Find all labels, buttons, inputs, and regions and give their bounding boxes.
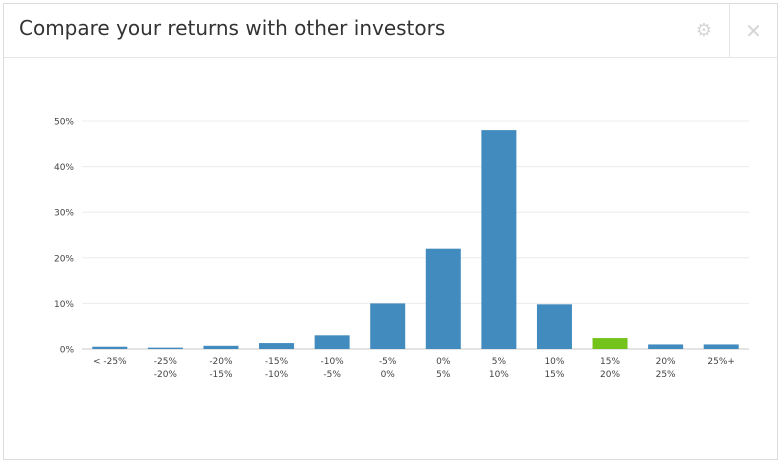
x-tick-label: 20% xyxy=(600,370,620,380)
bar xyxy=(648,344,684,349)
y-tick-label: 10% xyxy=(54,300,74,310)
x-tick-label: 10% xyxy=(489,370,509,380)
y-tick-label: 20% xyxy=(54,254,74,264)
bar xyxy=(481,130,517,349)
y-tick-label: 50% xyxy=(54,118,74,128)
bar xyxy=(259,343,295,349)
x-tick-label: 25%+ xyxy=(707,357,735,367)
x-tick-label: < -25% xyxy=(93,357,127,367)
y-tick-label: 30% xyxy=(54,209,74,219)
x-tick-label: -15% xyxy=(265,357,289,367)
x-tick-label: -15% xyxy=(209,370,233,380)
bar xyxy=(147,347,183,349)
x-tick-label: -20% xyxy=(209,357,233,367)
x-tick-label: 5% xyxy=(492,357,507,367)
bar xyxy=(425,248,461,349)
x-tick-label: 0% xyxy=(381,370,396,380)
close-button[interactable]: ✕ xyxy=(729,4,777,57)
y-tick-label: 40% xyxy=(54,163,74,173)
x-tick-label: 5% xyxy=(436,370,451,380)
x-tick-label: 10% xyxy=(544,357,564,367)
bar xyxy=(314,335,350,349)
x-tick-label: 25% xyxy=(656,370,676,380)
dialog-header: Compare your returns with other investor… xyxy=(4,4,777,58)
x-tick-label: -10% xyxy=(320,357,344,367)
x-tick-label: -5% xyxy=(323,370,341,380)
bar xyxy=(536,304,572,349)
bar xyxy=(203,345,239,349)
returns-histogram: 0% 10% 20% 30% 40% 50% < -25% -25% -20% -20% -15% -… xyxy=(54,118,749,380)
y-tick-label: 0% xyxy=(60,346,75,356)
bar xyxy=(370,303,406,349)
x-tick-label: -20% xyxy=(154,370,178,380)
x-tick-label: -25% xyxy=(154,357,178,367)
close-icon: ✕ xyxy=(745,18,762,43)
settings-button[interactable]: ⚙ xyxy=(680,4,728,57)
bar xyxy=(92,346,128,349)
x-tick-label: 15% xyxy=(600,357,620,367)
x-tick-label: -10% xyxy=(265,370,289,380)
returns-dialog: Compare your returns with other investor… xyxy=(3,3,778,460)
x-tick-label: 15% xyxy=(544,370,564,380)
bar xyxy=(703,344,739,349)
x-tick-label: 20% xyxy=(656,357,676,367)
x-tick-label: 0% xyxy=(436,357,451,367)
gear-icon: ⚙ xyxy=(695,20,713,41)
x-tick-label: -5% xyxy=(379,357,397,367)
dialog-title: Compare your returns with other investor… xyxy=(19,16,446,40)
bar-highlighted xyxy=(592,338,628,349)
